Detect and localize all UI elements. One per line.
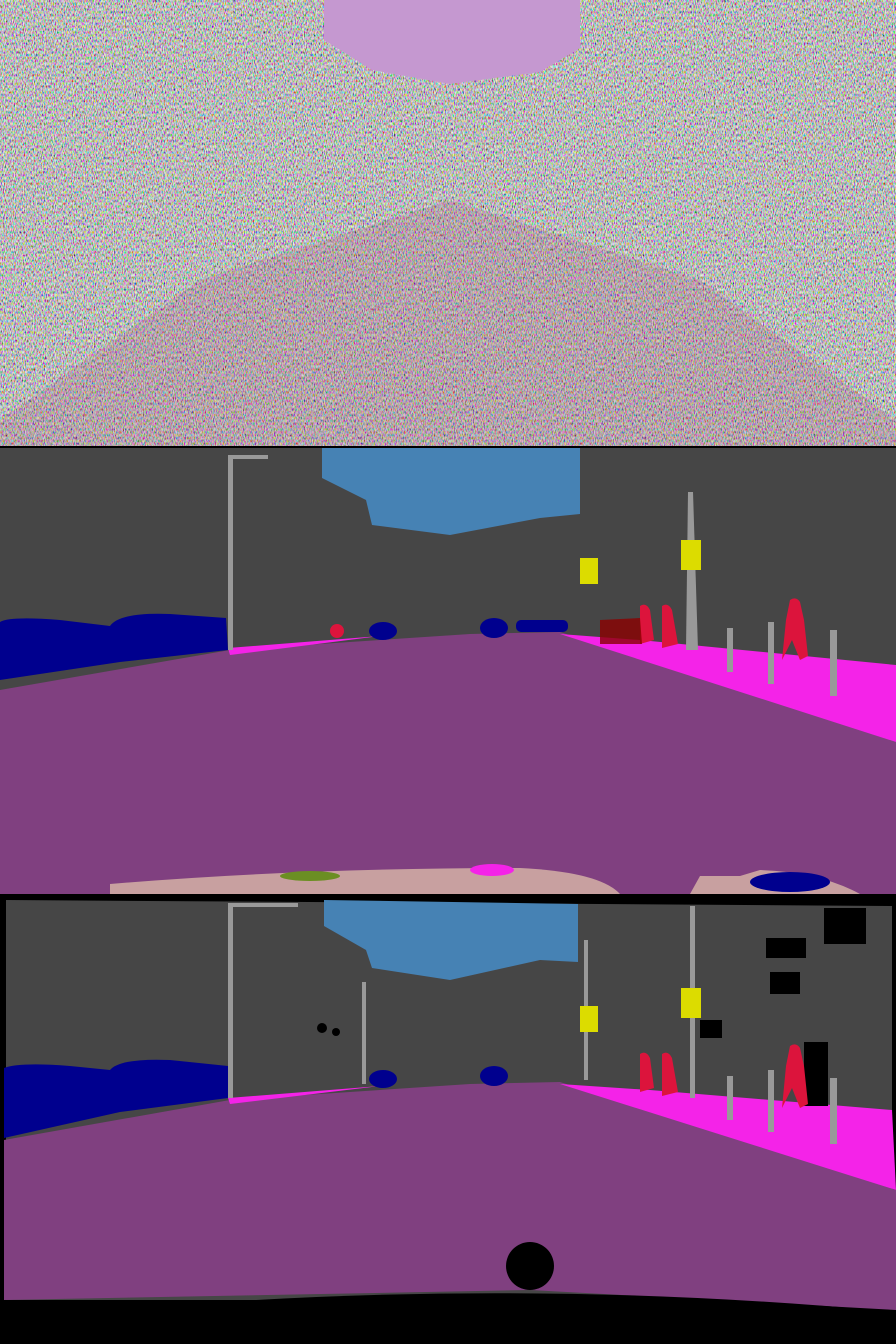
sidewalk bbox=[228, 636, 380, 655]
pole bbox=[362, 982, 366, 1084]
bottom-artifacts bbox=[750, 872, 830, 892]
ego-vehicle bbox=[506, 1242, 554, 1290]
pole bbox=[830, 1078, 837, 1144]
sidewalk bbox=[228, 1086, 380, 1104]
pole bbox=[727, 1076, 733, 1120]
road bbox=[0, 632, 896, 894]
cars bbox=[0, 613, 228, 680]
prediction-panel bbox=[0, 448, 896, 894]
car bbox=[516, 620, 568, 632]
cars bbox=[4, 1059, 228, 1138]
void bbox=[804, 1042, 828, 1106]
void bbox=[700, 1020, 722, 1038]
road bbox=[4, 1082, 896, 1310]
rider bbox=[600, 618, 642, 644]
noise-panel bbox=[0, 0, 896, 446]
sky-region bbox=[324, 0, 580, 84]
sign bbox=[580, 1006, 598, 1032]
sidewalk bbox=[560, 634, 896, 742]
ego-vehicle bbox=[0, 1293, 896, 1344]
sidewalk bbox=[560, 1084, 896, 1190]
car bbox=[480, 1066, 508, 1086]
car bbox=[369, 1070, 397, 1088]
person bbox=[330, 624, 344, 638]
sky bbox=[324, 900, 578, 980]
pole bbox=[228, 455, 268, 459]
person bbox=[782, 598, 808, 660]
road-tint bbox=[0, 200, 896, 446]
car bbox=[369, 622, 397, 640]
sign bbox=[681, 988, 701, 1018]
void bbox=[317, 1023, 327, 1033]
pole bbox=[686, 492, 698, 650]
pole bbox=[228, 458, 233, 650]
sky bbox=[322, 448, 580, 535]
pole bbox=[727, 628, 733, 672]
ground-truth-panel bbox=[0, 896, 896, 1344]
pole bbox=[228, 906, 233, 1098]
bottom-artifacts bbox=[280, 871, 340, 881]
person bbox=[782, 1044, 808, 1108]
person bbox=[640, 604, 678, 648]
pole bbox=[768, 1070, 774, 1132]
sign bbox=[580, 558, 598, 584]
pole bbox=[768, 622, 774, 684]
bottom-artifacts bbox=[470, 864, 514, 876]
void bbox=[770, 972, 800, 994]
void bbox=[766, 938, 806, 958]
void bbox=[824, 908, 866, 944]
pole bbox=[228, 903, 298, 907]
person bbox=[640, 1052, 678, 1096]
car bbox=[480, 618, 508, 638]
void bbox=[332, 1028, 340, 1036]
pole bbox=[830, 630, 837, 696]
sign bbox=[681, 540, 701, 570]
